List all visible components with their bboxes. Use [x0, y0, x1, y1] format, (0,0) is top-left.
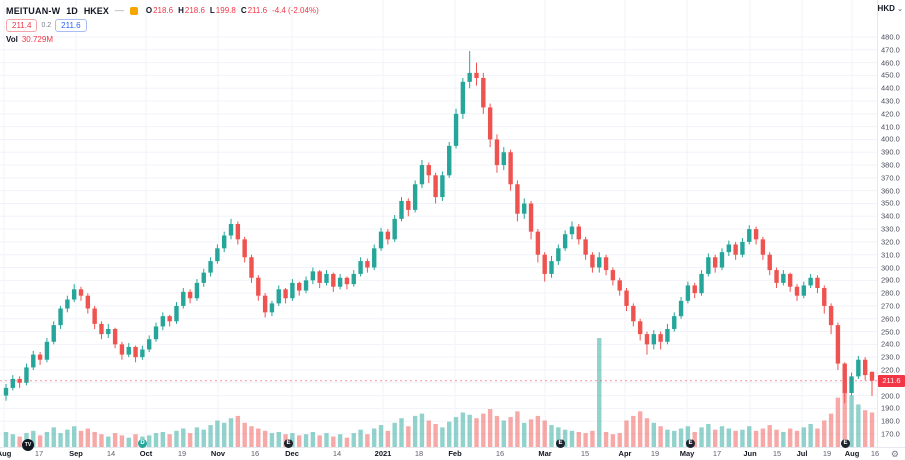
chart-legend: MEITUAN-W 1D HKEX — O218.6 H218.6 L199.8…	[6, 4, 319, 44]
price-tick: 290.0	[881, 275, 900, 285]
time-tick: 16	[495, 449, 505, 458]
price-tick: 170.0	[881, 429, 900, 439]
price-tick: 230.0	[881, 352, 900, 362]
time-tick: 16	[870, 449, 880, 458]
price-tick: 270.0	[881, 301, 900, 311]
price-tick: 380.0	[881, 160, 900, 170]
price-tick: 440.0	[881, 83, 900, 93]
time-tick: 17	[34, 449, 44, 458]
change-value: -4.4 (-2.04%)	[272, 6, 319, 15]
chevron-down-icon: ⌄	[897, 6, 903, 13]
chart-pane[interactable]	[0, 0, 878, 448]
price-tick: 320.0	[881, 237, 900, 247]
chart-style-icon[interactable]: —	[114, 5, 124, 15]
time-tick: 19	[822, 449, 832, 458]
sell-button[interactable]: 211.4	[6, 19, 38, 32]
price-tick: 480.0	[881, 32, 900, 42]
last-price-label: 211.6	[878, 374, 905, 387]
time-tick: 19	[650, 449, 660, 458]
price-tick: 390.0	[881, 147, 900, 157]
time-tick: Feb	[448, 449, 462, 458]
time-tick: 15	[772, 449, 782, 458]
price-tick: 460.0	[881, 58, 900, 68]
event-icon[interactable]: E	[686, 439, 695, 448]
price-tick: 260.0	[881, 314, 900, 324]
volume-indicator-value: 30.729M	[21, 35, 53, 44]
candles-layer	[3, 51, 875, 404]
time-tick: Dec	[285, 449, 299, 458]
price-axis[interactable]: 170.0180.0190.0200.0210.0220.0230.0240.0…	[877, 0, 905, 448]
price-tick: 190.0	[881, 403, 900, 413]
time-tick: Jul	[796, 449, 808, 458]
event-icon[interactable]: E	[841, 439, 850, 448]
price-tick: 470.0	[881, 45, 900, 55]
price-tick: 420.0	[881, 109, 900, 119]
alert-icon[interactable]	[129, 6, 138, 15]
price-tick: 330.0	[881, 224, 900, 234]
price-tick: 310.0	[881, 250, 900, 260]
price-tick: 430.0	[881, 96, 900, 106]
time-tick: 19	[177, 449, 187, 458]
open-value: 218.6	[153, 6, 174, 15]
price-tick: 220.0	[881, 365, 900, 375]
symbol-name[interactable]: MEITUAN-W	[6, 5, 61, 16]
grid-lines	[0, 0, 878, 448]
interval-label[interactable]: 1D	[66, 5, 78, 16]
time-tick: 18	[414, 449, 424, 458]
high-value: 218.6	[184, 6, 205, 15]
ohlc-values: O218.6 H218.6 L199.8 C211.6 -4.4 (-2.04%…	[145, 6, 319, 15]
exchange-label[interactable]: HKEX	[83, 5, 109, 16]
time-tick: Sep	[69, 449, 83, 458]
volume-indicator-label[interactable]: Vol	[6, 35, 18, 44]
time-axis[interactable]: Aug 17 Sep 14 Oct 19 Nov 16 Dec 14 2021 18 Feb 16 Mar 1…	[0, 447, 905, 460]
price-tick: 200.0	[881, 391, 900, 401]
price-tick: 300.0	[881, 263, 900, 273]
currency-label[interactable]: HKD ⌄	[877, 4, 903, 13]
event-icon[interactable]: E	[556, 439, 565, 448]
price-tick: 350.0	[881, 198, 900, 208]
volume-bars	[3, 338, 875, 448]
event-icon[interactable]: E	[284, 439, 293, 448]
time-tick: Aug	[844, 449, 860, 458]
time-tick: 14	[106, 449, 116, 458]
spread-value: 0.2	[41, 22, 52, 29]
time-tick: Oct	[139, 449, 153, 458]
price-tick: 340.0	[881, 211, 900, 221]
price-tick: 410.0	[881, 122, 900, 132]
tradingview-logo[interactable]: TV	[22, 439, 34, 451]
price-tick: 240.0	[881, 339, 900, 349]
time-tick: Jun	[743, 449, 757, 458]
time-tick: 14	[332, 449, 342, 458]
time-tick: 2021	[374, 449, 392, 458]
time-tick: Aug	[0, 449, 12, 458]
price-tick: 400.0	[881, 134, 900, 144]
low-value: 199.8	[215, 6, 236, 15]
close-value: 211.6	[247, 6, 268, 15]
time-tick: 15	[580, 449, 590, 458]
time-tick: 16	[250, 449, 260, 458]
price-tick: 450.0	[881, 70, 900, 80]
gear-icon[interactable]: ⚙	[890, 449, 899, 459]
price-tick: 280.0	[881, 288, 900, 298]
time-tick: Apr	[618, 449, 632, 458]
price-tick: 250.0	[881, 327, 900, 337]
event-icon[interactable]: D	[138, 439, 147, 448]
price-tick: 180.0	[881, 416, 900, 426]
price-tick: 360.0	[881, 186, 900, 196]
time-tick: Nov	[210, 449, 226, 458]
buy-button[interactable]: 211.6	[55, 19, 87, 32]
time-tick: May	[679, 449, 695, 458]
time-tick: 17	[712, 449, 722, 458]
price-tick: 370.0	[881, 173, 900, 183]
time-tick: Mar	[538, 449, 552, 458]
